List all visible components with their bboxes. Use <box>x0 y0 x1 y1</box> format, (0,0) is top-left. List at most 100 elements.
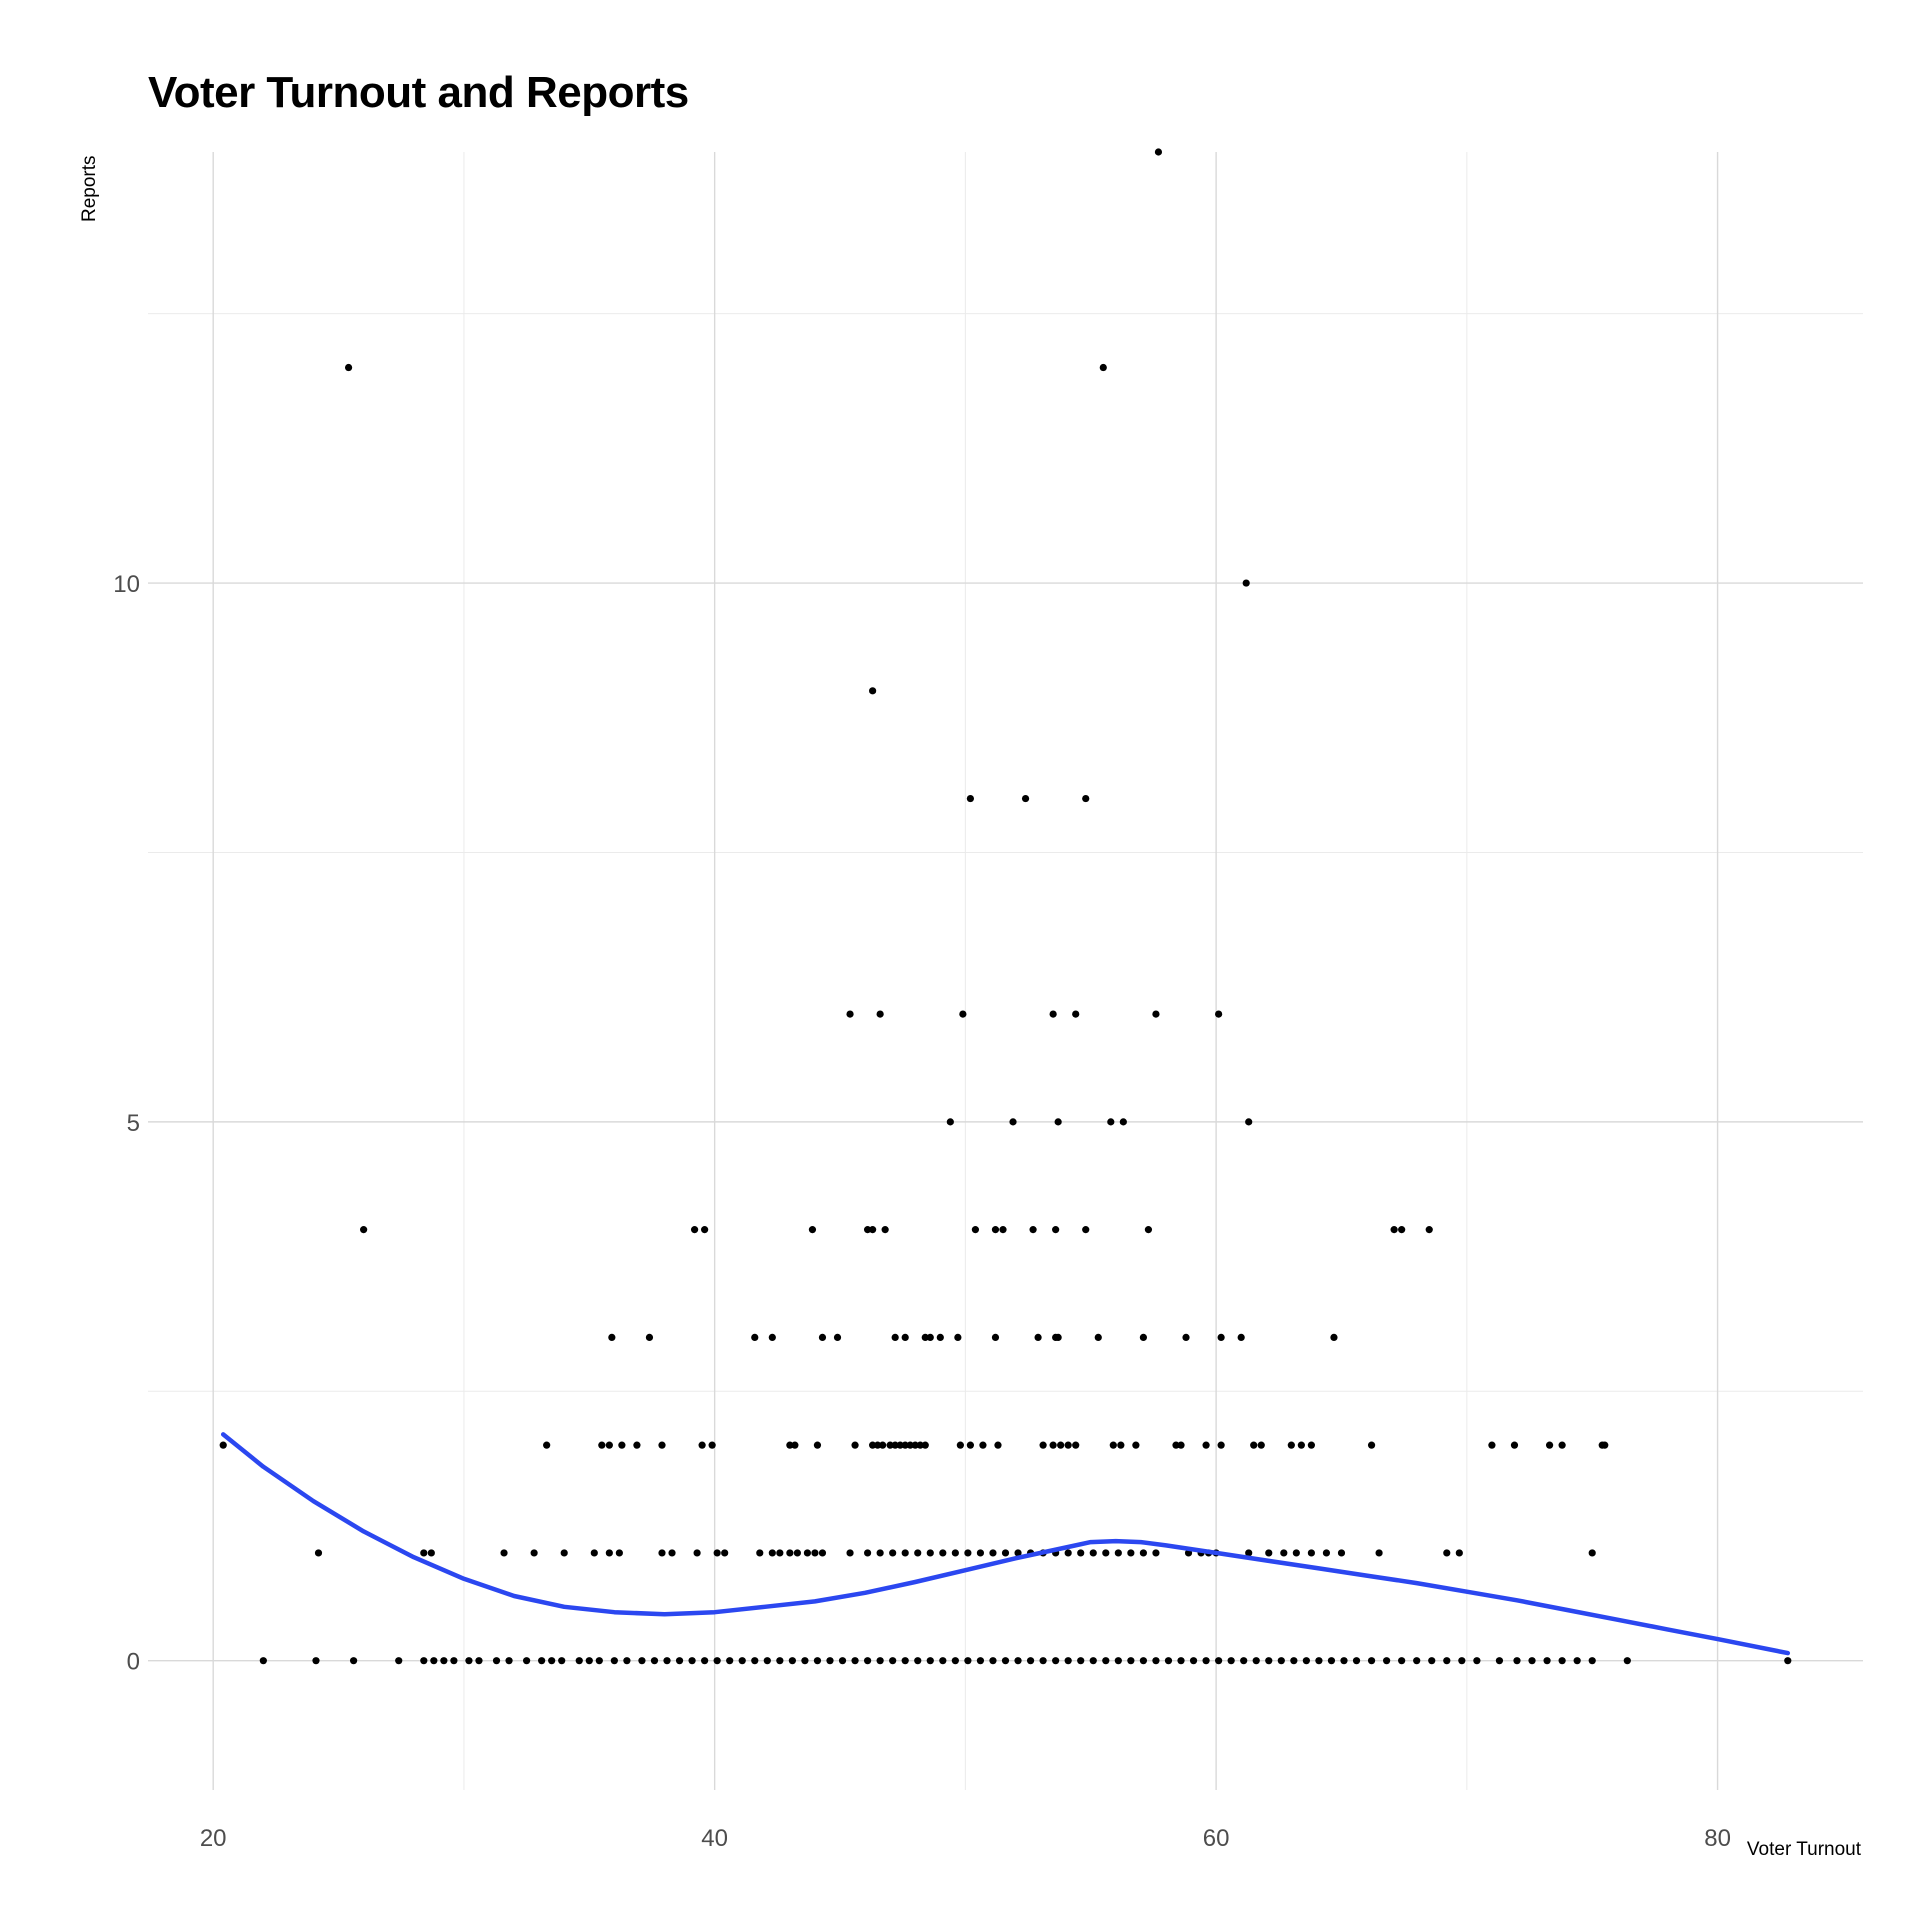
data-point <box>1049 1441 1057 1449</box>
data-point <box>1026 1657 1035 1665</box>
data-point <box>1107 1118 1115 1126</box>
data-point <box>1072 1010 1080 1018</box>
data-point <box>430 1657 438 1665</box>
data-point <box>1307 1441 1315 1449</box>
data-point <box>768 1333 776 1341</box>
data-point <box>1558 1657 1566 1665</box>
data-point <box>1139 1549 1148 1557</box>
data-point <box>964 1549 972 1557</box>
data-point <box>901 1333 909 1341</box>
data-point <box>1102 1549 1110 1557</box>
data-point <box>1082 1226 1090 1234</box>
data-point <box>1367 1657 1376 1665</box>
data-point <box>475 1657 483 1665</box>
data-point <box>916 1441 924 1449</box>
data-point <box>1443 1549 1451 1557</box>
data-point <box>713 1549 721 1557</box>
x-tick-label: 40 <box>701 1825 728 1852</box>
data-point <box>548 1657 556 1665</box>
chart-title: Voter Turnout and Reports <box>148 68 689 117</box>
data-point <box>693 1549 701 1557</box>
data-point <box>951 1549 959 1557</box>
data-point <box>838 1657 847 1665</box>
data-point <box>869 1226 877 1234</box>
data-point <box>1052 1226 1060 1234</box>
data-point <box>1039 1657 1047 1665</box>
data-point <box>863 1226 872 1234</box>
data-point <box>726 1657 734 1665</box>
data-point <box>1543 1657 1551 1665</box>
data-point <box>721 1549 729 1557</box>
data-point <box>738 1657 746 1665</box>
data-point <box>1352 1657 1361 1665</box>
data-point <box>1330 1333 1338 1341</box>
data-point <box>1327 1657 1336 1665</box>
data-point <box>788 1657 796 1665</box>
data-point <box>1340 1657 1348 1665</box>
data-point <box>833 1333 842 1341</box>
data-point <box>1164 1657 1173 1665</box>
data-point <box>1398 1657 1406 1665</box>
data-point <box>1513 1657 1521 1665</box>
data-point <box>791 1441 799 1449</box>
data-point <box>876 1657 884 1665</box>
data-point <box>1132 1441 1140 1449</box>
data-point <box>1114 1549 1122 1557</box>
data-point <box>1072 1441 1080 1449</box>
data-point <box>618 1441 626 1449</box>
data-point <box>1064 1657 1072 1665</box>
data-point <box>1784 1657 1792 1665</box>
data-point <box>889 1549 897 1557</box>
data-point <box>886 1441 894 1449</box>
x-axis-title: Voter Turnout <box>1746 1839 1861 1860</box>
data-point <box>1322 1549 1331 1557</box>
x-tick-label: 80 <box>1704 1825 1731 1852</box>
data-point <box>605 1441 613 1449</box>
data-point <box>575 1657 583 1665</box>
data-point <box>954 1333 962 1341</box>
data-point <box>1588 1657 1596 1665</box>
data-point <box>921 1333 929 1341</box>
data-point <box>1054 1333 1062 1341</box>
data-point <box>1177 1657 1185 1665</box>
data-point <box>344 363 353 372</box>
data-point <box>595 1657 603 1665</box>
data-point <box>605 1549 613 1557</box>
data-point <box>966 794 974 803</box>
data-point <box>585 1657 593 1665</box>
data-point <box>1202 1441 1210 1449</box>
data-point <box>1182 1333 1190 1341</box>
data-point <box>869 1441 877 1449</box>
data-point <box>1601 1441 1609 1449</box>
data-point <box>560 1549 568 1557</box>
data-point <box>1265 1549 1273 1557</box>
data-point <box>979 1441 987 1449</box>
data-point <box>312 1657 320 1665</box>
data-point <box>1245 1549 1253 1557</box>
data-point <box>994 1441 1002 1449</box>
data-point <box>349 1657 358 1665</box>
data-point <box>663 1657 671 1665</box>
data-point <box>936 1333 944 1341</box>
data-point <box>813 1441 822 1449</box>
data-point <box>876 1010 884 1018</box>
data-point <box>701 1657 709 1665</box>
data-point <box>543 1441 551 1449</box>
data-point <box>776 1549 784 1557</box>
data-point <box>1054 1118 1062 1126</box>
data-point <box>1242 579 1250 587</box>
data-point <box>763 1657 771 1665</box>
data-point <box>1057 1441 1065 1449</box>
data-point <box>1127 1549 1135 1557</box>
data-point <box>921 1441 929 1449</box>
data-point <box>219 1441 227 1449</box>
data-point <box>826 1657 834 1665</box>
data-point <box>911 1441 919 1449</box>
data-point <box>1089 1549 1097 1557</box>
data-point <box>1473 1657 1481 1665</box>
data-point <box>1127 1657 1135 1665</box>
data-point <box>658 1549 666 1557</box>
data-point <box>314 1549 323 1557</box>
data-point <box>951 1657 959 1665</box>
